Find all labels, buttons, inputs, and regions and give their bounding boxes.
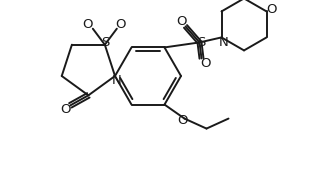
Text: S: S <box>197 36 206 49</box>
Text: N: N <box>112 74 122 87</box>
Text: O: O <box>83 18 93 31</box>
Text: S: S <box>100 36 109 49</box>
Text: N: N <box>219 36 228 49</box>
Text: O: O <box>60 103 70 116</box>
Text: O: O <box>266 3 277 16</box>
Text: O: O <box>176 15 187 28</box>
Text: O: O <box>177 114 188 127</box>
Text: O: O <box>200 57 211 70</box>
Text: O: O <box>115 18 126 31</box>
